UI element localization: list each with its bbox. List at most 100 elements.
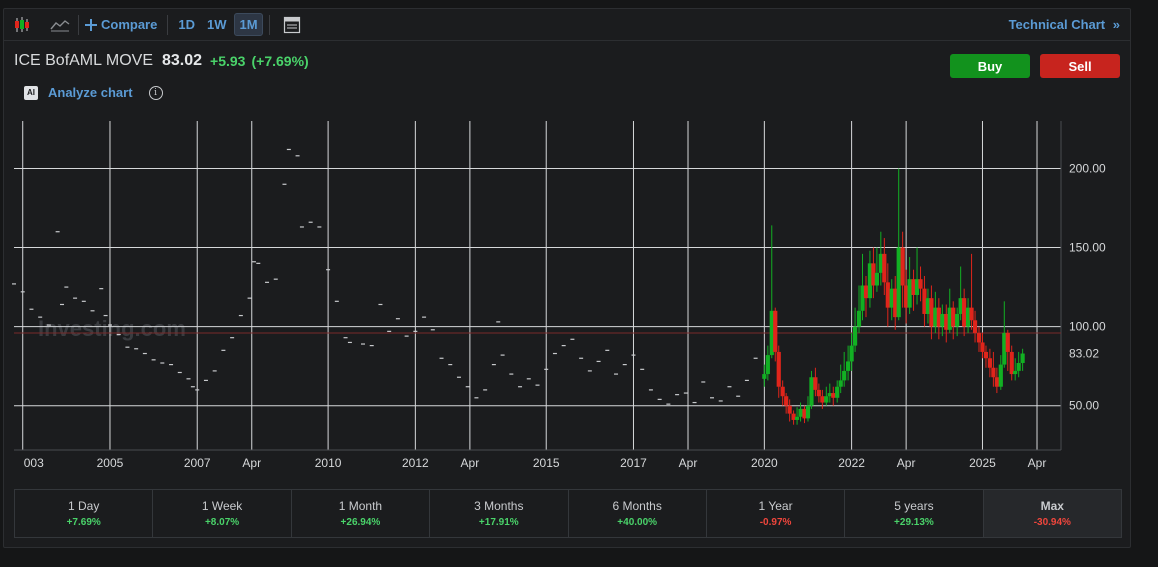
performance-period-4[interactable]: 6 Months +40.00%: [569, 490, 707, 537]
candle: [780, 380, 785, 406]
candle-body: [846, 361, 851, 371]
candle: [791, 410, 796, 425]
candle-body: [893, 288, 898, 318]
candle-body: [958, 298, 963, 314]
candle-body: [889, 288, 894, 308]
candle: [824, 386, 829, 406]
candle: [976, 326, 982, 352]
candle-body: [827, 393, 832, 397]
candle: [838, 364, 843, 394]
candle-body: [951, 307, 956, 327]
chart-widget: Compare 1D 1W 1M Technical Chart » ICE B…: [3, 8, 1131, 548]
data-table-icon[interactable]: [280, 13, 304, 37]
y-tick-label: 150.00: [1069, 241, 1106, 255]
performance-period-0[interactable]: 1 Day +7.69%: [15, 490, 154, 537]
candle: [933, 291, 938, 333]
compare-label: Compare: [101, 17, 158, 32]
candle-body: [863, 285, 869, 299]
candle-body: [900, 247, 905, 286]
performance-period-1[interactable]: 1 Week +8.07%: [153, 490, 292, 537]
candle-body: [1009, 351, 1014, 375]
last-price: 83.02: [162, 52, 203, 69]
candle-body: [791, 413, 796, 420]
x-tick-label: Apr: [242, 456, 261, 470]
candle: [769, 225, 774, 359]
price-chart[interactable]: Investing.com 50.00 100.00 150.00 200.00 003 2…: [4, 9, 1130, 479]
interval-1m[interactable]: 1M: [234, 13, 263, 36]
candlestick-type-icon[interactable]: [10, 13, 34, 37]
x-tick-label: 2010: [315, 456, 342, 470]
line-chart-icon[interactable]: [48, 13, 72, 37]
performance-period-2[interactable]: 1 Month +26.94%: [292, 490, 431, 537]
candle: [831, 386, 836, 406]
candle: [969, 253, 974, 330]
candle: [878, 231, 883, 286]
candle-body: [805, 405, 811, 419]
candle: [827, 383, 832, 403]
candle-body: [809, 377, 814, 406]
info-icon[interactable]: i: [148, 85, 163, 100]
candle-body: [940, 313, 945, 327]
ai-icon: AI: [24, 85, 38, 100]
interval-1d[interactable]: 1D: [178, 17, 195, 32]
candle: [882, 238, 887, 295]
candle-body: [835, 386, 840, 398]
candle: [871, 247, 876, 299]
candle: [846, 345, 851, 381]
performance-period-5[interactable]: 1 Year -0.97%: [707, 490, 846, 537]
candle-body: [896, 247, 901, 318]
x-tick-label: 2020: [751, 456, 778, 470]
performance-period-value: +29.13%: [894, 517, 934, 528]
candle-body: [776, 351, 781, 387]
performance-period-3[interactable]: 3 Months +17.91%: [430, 490, 569, 537]
candle-body: [1016, 363, 1021, 371]
candle-body: [824, 396, 829, 403]
candle-body: [944, 313, 949, 330]
candle: [874, 247, 880, 292]
buy-button[interactable]: Buy: [950, 54, 1030, 78]
candle: [925, 288, 931, 324]
candle: [860, 253, 865, 321]
candle-body: [904, 285, 909, 308]
performance-period-value: +8.07%: [204, 517, 240, 528]
performance-period-7[interactable]: Max -30.94%: [983, 490, 1121, 537]
candle-body: [813, 377, 818, 390]
last-price-axis-label: 83.02: [1069, 346, 1099, 360]
candle: [972, 310, 978, 343]
candle: [955, 307, 960, 337]
y-tick-label: 200.00: [1069, 161, 1106, 175]
candle-body: [962, 298, 967, 327]
candle-body: [842, 370, 847, 381]
candle: [958, 266, 963, 321]
performance-period-6[interactable]: 5 years +29.13%: [845, 490, 984, 537]
price-change: +5.93: [210, 53, 246, 69]
analyze-chart-button[interactable]: AI Analyze chart i: [24, 85, 163, 100]
candle-body: [762, 374, 767, 379]
interval-1w[interactable]: 1W: [206, 17, 227, 32]
x-tick-label: 2012: [402, 456, 429, 470]
candle-body: [936, 307, 941, 327]
candle: [1009, 345, 1014, 381]
candle: [929, 285, 934, 340]
sell-button[interactable]: Sell: [1040, 54, 1120, 78]
x-tick-label: Apr: [679, 456, 698, 470]
candle: [1013, 358, 1018, 381]
candle-body: [802, 408, 807, 419]
performance-period-value: -30.94%: [1033, 517, 1071, 528]
candle: [940, 304, 945, 337]
candle: [914, 247, 920, 305]
candle: [944, 304, 949, 343]
compare-button[interactable]: Compare: [85, 14, 161, 35]
performance-period-label: Max: [1040, 499, 1064, 513]
technical-chart-link[interactable]: Technical Chart »: [1009, 17, 1120, 32]
x-tick-label: 2015: [533, 456, 560, 470]
candle-body: [955, 313, 960, 327]
instrument-header: ICE BofAML MOVE 83.02 +5.93 (+7.69%): [14, 52, 309, 70]
candle: [980, 332, 985, 359]
performance-period-value: +7.69%: [66, 517, 101, 528]
x-tick-label: 2005: [97, 456, 124, 470]
performance-period-label: 3 Months: [474, 499, 524, 513]
candle-body: [980, 342, 985, 352]
candle-body: [965, 307, 971, 327]
candle-body: [765, 355, 770, 375]
